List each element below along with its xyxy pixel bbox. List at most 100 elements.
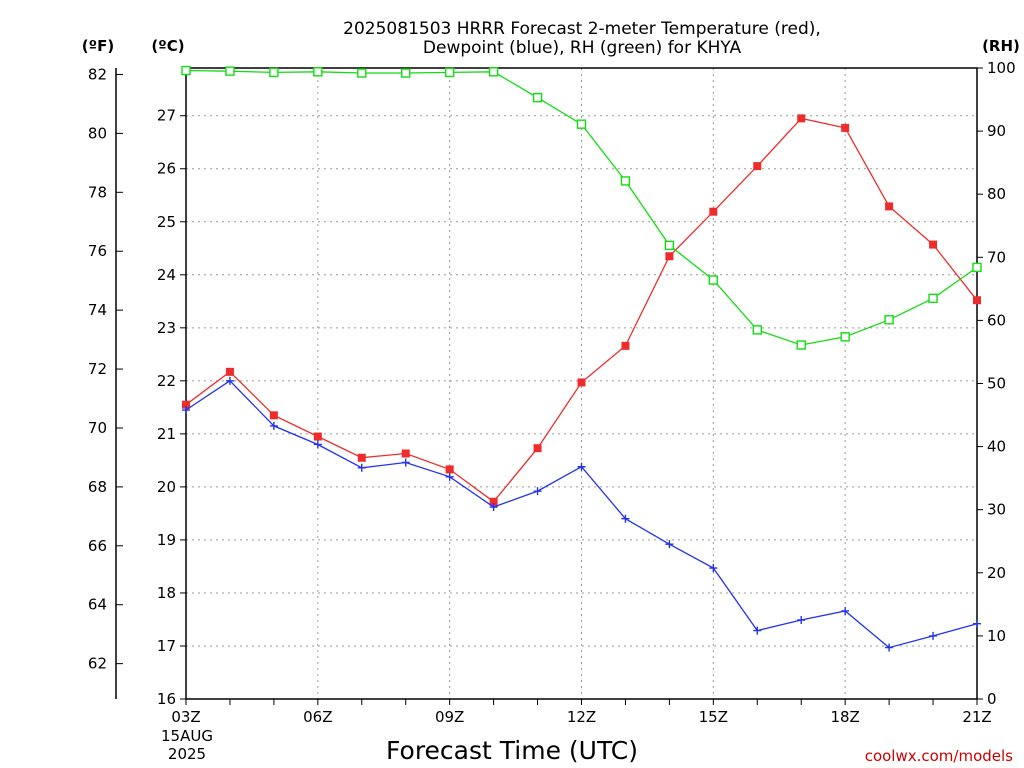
rh-point xyxy=(664,240,675,251)
celsius-tick-label: 27 xyxy=(157,107,176,125)
celsius-tick-label: 16 xyxy=(157,690,176,708)
temperature-point xyxy=(445,465,454,474)
dewpoint-point xyxy=(973,619,981,628)
fahrenheit-tick-label: 66 xyxy=(88,537,107,555)
rh-point xyxy=(928,293,938,304)
rh-point xyxy=(357,68,367,78)
rh-tick-label: 60 xyxy=(987,311,1006,329)
chart-title-line2: Dewpoint (blue), RH (green) for KHYA xyxy=(423,38,742,58)
rh-tick-label: 10 xyxy=(987,627,1006,645)
x-tick-label: 06Z xyxy=(303,708,332,726)
temperature-point xyxy=(577,378,586,387)
fahrenheit-tick-label: 80 xyxy=(88,124,107,142)
dewpoint-point xyxy=(577,462,586,471)
rh-point xyxy=(752,325,762,335)
x-tick-label: 18Z xyxy=(830,708,859,726)
temperature-point xyxy=(709,207,718,216)
celsius-tick-label: 25 xyxy=(157,213,176,231)
dewpoint-point xyxy=(929,631,938,640)
x-tick-label: 03Z xyxy=(171,708,200,726)
dewpoint-point xyxy=(709,564,718,573)
dewpoint-line xyxy=(185,379,978,649)
rh-point xyxy=(488,67,499,77)
rh-point xyxy=(181,65,191,76)
temperature-point xyxy=(313,432,322,441)
x-tick-label: 12Z xyxy=(567,708,596,726)
celsius-tick-label: 19 xyxy=(157,531,176,549)
fahrenheit-tick-label: 76 xyxy=(88,242,107,260)
x-tick-label: 15Z xyxy=(699,708,728,726)
temperature-point xyxy=(753,162,762,171)
rh-point xyxy=(532,92,543,103)
dewpoint-point xyxy=(489,503,498,512)
rh-point xyxy=(796,340,806,350)
temperature-point xyxy=(401,449,410,458)
dewpoint-point xyxy=(182,406,190,415)
rh-tick-label: 100 xyxy=(987,59,1016,77)
rh-point xyxy=(708,275,719,285)
celsius-tick-label: 18 xyxy=(157,584,176,602)
temperature-point xyxy=(533,444,542,453)
dewpoint-point xyxy=(401,458,410,467)
x-axis-title: Forecast Time (UTC) xyxy=(386,736,638,765)
rh-point xyxy=(225,66,235,76)
fahrenheit-unit-label: (ºF) xyxy=(82,37,114,55)
temperature-line xyxy=(185,117,978,503)
rh-tick-label: 90 xyxy=(987,122,1006,140)
credit-text[interactable]: coolwx.com/models xyxy=(865,747,1013,765)
chart-axes xyxy=(115,67,983,705)
rh-point xyxy=(576,119,587,129)
rh-tick-label: 80 xyxy=(987,185,1006,203)
rh-point xyxy=(620,176,631,186)
temperature-point xyxy=(929,240,938,249)
x-tick-label: 09Z xyxy=(435,708,464,726)
celsius-tick-label: 24 xyxy=(157,266,176,284)
dewpoint-point xyxy=(269,421,278,430)
x-tick-label: 21Z xyxy=(962,708,991,726)
celsius-tick-label: 21 xyxy=(157,425,176,443)
temperature-point xyxy=(885,202,894,211)
dewpoint-point xyxy=(225,376,234,385)
fahrenheit-tick-label: 74 xyxy=(88,301,107,319)
fahrenheit-tick-label: 78 xyxy=(88,183,107,201)
rh-point xyxy=(884,315,894,325)
fahrenheit-tick-label: 82 xyxy=(88,65,107,83)
chart-title-line1: 2025081503 HRRR Forecast 2-meter Tempera… xyxy=(343,19,821,39)
dewpoint-point xyxy=(313,440,322,449)
temperature-point xyxy=(665,252,674,261)
celsius-tick-label: 17 xyxy=(157,637,176,655)
temperature-point xyxy=(973,296,981,305)
temperature-point xyxy=(621,341,630,350)
date-label-year: 2025 xyxy=(168,745,206,763)
celsius-tick-label: 23 xyxy=(157,319,176,337)
rh-point xyxy=(269,67,279,78)
dewpoint-point xyxy=(445,472,454,481)
dewpoint-point xyxy=(797,615,806,624)
celsius-unit-label: (ºC) xyxy=(151,37,184,55)
data-series xyxy=(181,65,982,652)
rh-tick-label: 0 xyxy=(987,690,997,708)
temperature-point xyxy=(489,497,498,506)
rh-tick-label: 40 xyxy=(987,438,1006,456)
temperature-point xyxy=(357,453,366,462)
dewpoint-point xyxy=(885,643,894,652)
rh-unit-label: (RH) xyxy=(982,37,1020,55)
fahrenheit-tick-label: 62 xyxy=(88,655,107,673)
tick-labels: 03Z 06Z 09Z 12Z 15Z 18Z 21Z 16 17 18 19 20 21 22 23 24 2… xyxy=(88,59,1016,726)
temperature-point xyxy=(225,367,234,376)
temperature-point xyxy=(269,411,278,420)
rh-tick-label: 70 xyxy=(987,248,1006,266)
date-label-day: 15AUG xyxy=(161,727,213,745)
dewpoint-point xyxy=(841,606,850,615)
dewpoint-point xyxy=(621,514,630,523)
celsius-tick-label: 26 xyxy=(157,160,176,178)
rh-point xyxy=(840,332,850,342)
dewpoint-point xyxy=(753,626,762,635)
rh-point xyxy=(401,68,411,78)
fahrenheit-tick-label: 64 xyxy=(88,596,107,614)
temperature-point xyxy=(841,123,850,132)
dewpoint-point xyxy=(533,487,542,496)
fahrenheit-tick-label: 70 xyxy=(88,419,107,437)
fahrenheit-tick-label: 72 xyxy=(88,360,107,378)
